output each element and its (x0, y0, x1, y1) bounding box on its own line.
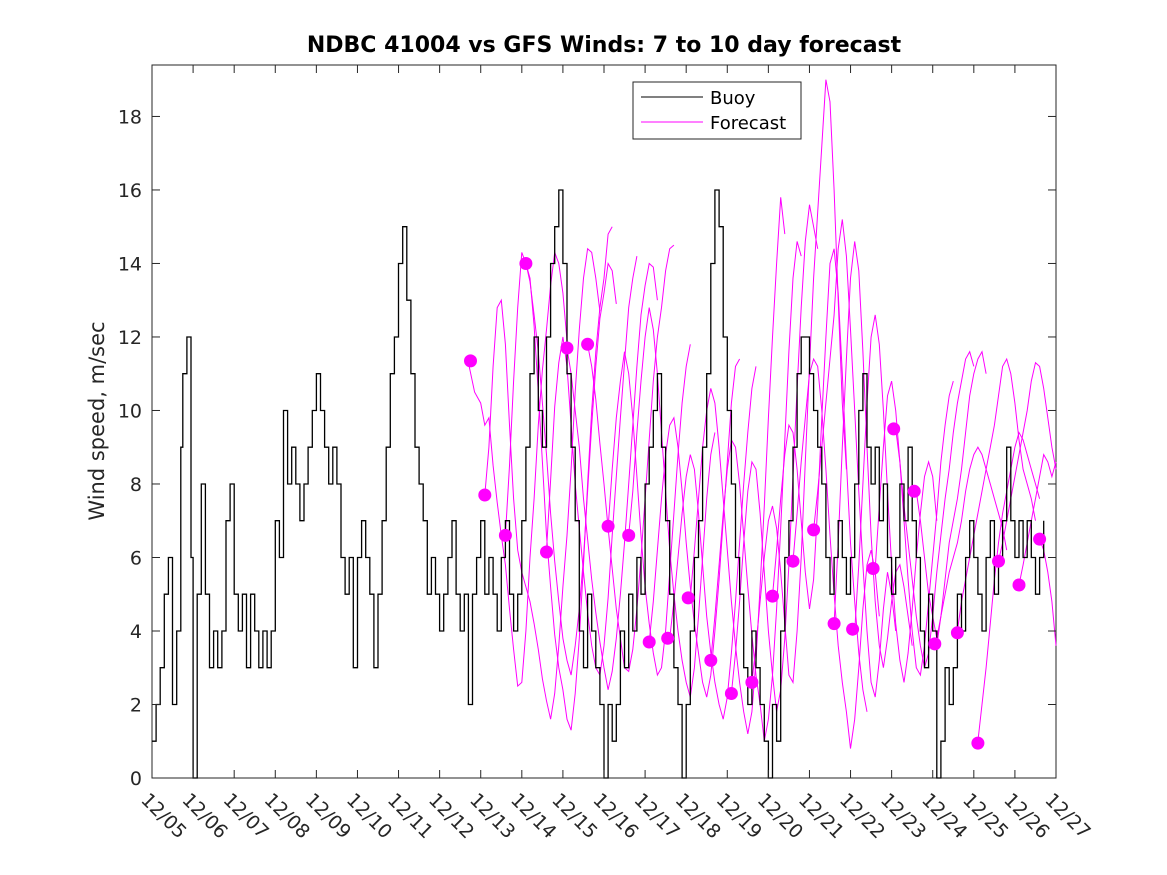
forecast-marker-22 (907, 484, 921, 498)
forecast-marker-21 (887, 422, 901, 436)
forecast-marker-23 (928, 637, 942, 651)
forecast-marker-20 (866, 562, 880, 575)
y-tick-label: 4 (130, 621, 142, 643)
forecast-marker-3 (519, 257, 533, 270)
forecast-marker-28 (1033, 532, 1047, 546)
forecast-marker-16 (786, 554, 800, 568)
y-tick-label: 0 (130, 768, 142, 790)
forecast-marker-7 (601, 519, 615, 533)
forecast-marker-26 (992, 554, 1005, 568)
forecast-line-6 (587, 244, 675, 673)
y-tick-label: 10 (118, 400, 142, 422)
forecast-marker-17 (807, 523, 821, 537)
forecast-marker-1 (478, 488, 492, 502)
forecast-marker-10 (661, 631, 675, 645)
forecast-line-15 (772, 248, 868, 712)
series-layer (152, 79, 1057, 779)
forecast-marker-13 (724, 687, 738, 700)
y-tick-label: 14 (118, 253, 142, 275)
chart-title: NDBC 41004 vs GFS Winds: 7 to 10 day for… (307, 33, 902, 58)
y-tick-label: 18 (118, 106, 142, 128)
forecast-marker-14 (745, 675, 759, 689)
forecast-marker-5 (560, 341, 574, 355)
forecast-line-12 (710, 241, 802, 742)
forecast-line-7 (607, 344, 691, 677)
forecast-line-27 (1018, 453, 1057, 586)
forecast-line-0 (467, 252, 568, 688)
forecast-line-17 (813, 219, 897, 698)
forecast-line-20 (874, 380, 954, 677)
forecast-marker-27 (1012, 578, 1026, 592)
forecast-line-14 (751, 79, 847, 685)
forecast-marker-11 (681, 591, 695, 605)
forecast-marker-19 (846, 622, 860, 636)
forecast-marker-0 (464, 354, 477, 368)
forecast-line-21 (895, 350, 975, 668)
forecast-marker-4 (540, 545, 553, 559)
buoy-line (152, 189, 1045, 779)
forecast-marker-15 (766, 589, 779, 603)
forecast-line-24 (956, 357, 1036, 632)
y-tick-label: 16 (118, 180, 142, 202)
forecast-marker-6 (581, 337, 595, 351)
y-tick-label: 8 (130, 474, 142, 496)
y-tick-label: 2 (130, 694, 142, 716)
forecast-line-5 (566, 262, 658, 690)
forecast-marker-2 (498, 528, 512, 542)
legend-buoy-label: Buoy (710, 88, 756, 109)
forecast-line-22 (915, 350, 987, 639)
forecast-line-23 (936, 446, 1008, 646)
forecast-line-19 (854, 314, 938, 683)
forecast-line-3 (525, 261, 617, 676)
forecast-marker-8 (622, 528, 636, 542)
y-axis-label: Wind speed, m/sec (85, 321, 109, 520)
forecast-line-2 (504, 226, 613, 731)
forecast-line-28 (1039, 538, 1057, 646)
forecast-marker-12 (704, 653, 718, 667)
forecast-line-25 (977, 431, 1041, 742)
forecast-line-13 (730, 204, 819, 712)
plot-area (151, 64, 1057, 779)
legend-box (632, 81, 802, 140)
forecast-line-8 (628, 307, 716, 698)
y-tick-label: 12 (118, 327, 142, 349)
forecast-marker-24 (950, 626, 964, 640)
y-tick-label: 6 (130, 547, 142, 569)
forecast-marker-18 (827, 617, 841, 631)
legend: Buoy Forecast (632, 81, 802, 140)
forecast-line-1 (484, 247, 601, 720)
forecast-line-26 (998, 361, 1057, 562)
forecast-marker-9 (642, 635, 656, 649)
forecast-marker-25 (971, 736, 985, 750)
forecast-line-11 (689, 197, 786, 734)
legend-forecast-label: Forecast (710, 113, 786, 134)
